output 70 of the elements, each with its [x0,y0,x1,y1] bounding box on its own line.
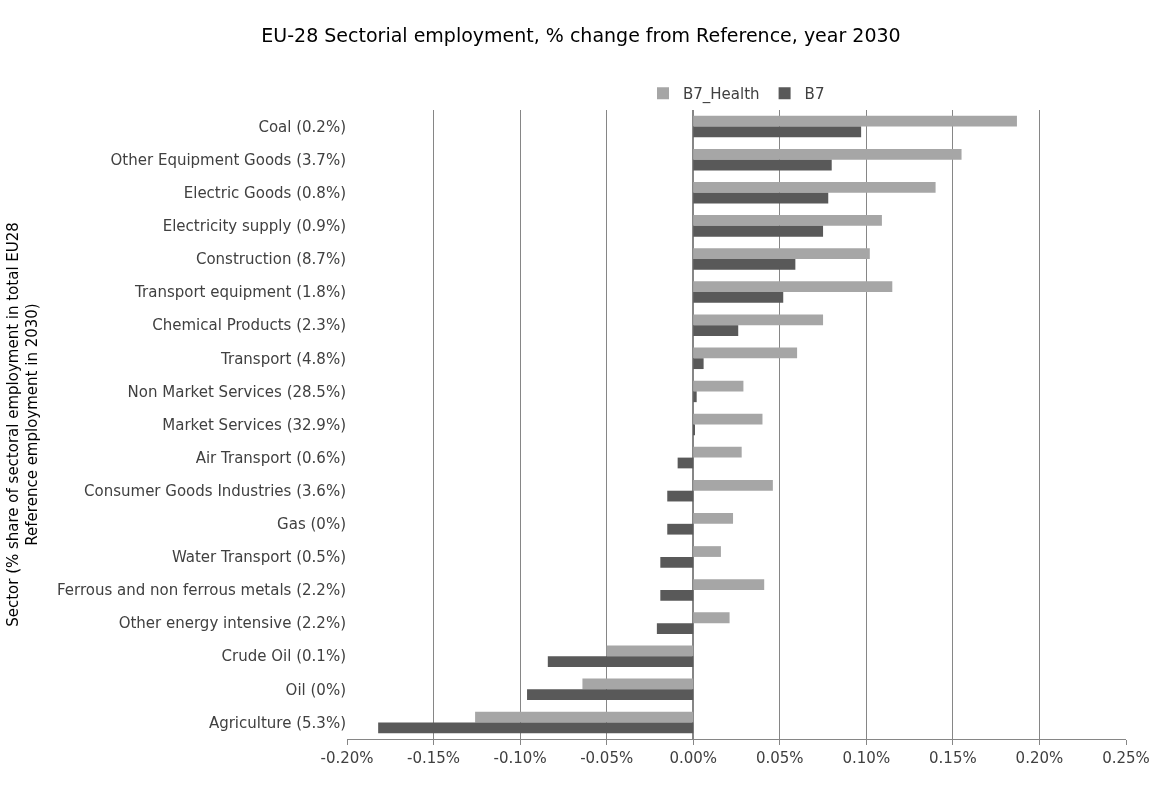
bar [693,292,784,303]
bar [660,556,694,568]
bar [378,722,694,734]
y-tick-label: Oil (0%) [285,680,346,699]
x-tick-label: -0.20% [320,749,374,767]
bar [606,645,694,657]
bar [693,513,734,524]
bar [693,192,829,204]
bar [693,579,765,591]
legend-label: B7 [804,85,825,104]
bar [693,314,824,326]
y-tick-label: Coal (0.2%) [258,117,346,136]
bar [693,248,870,259]
bar [693,391,697,403]
bar [693,413,763,425]
y-tick-label: Gas (0%) [277,515,346,534]
bar [693,126,862,138]
y-tick-label: Water Transport (0.5%) [171,548,346,567]
y-tick-label: Consumer Goods Industries (3.6%) [84,481,346,500]
bar [693,148,962,160]
bar [693,225,824,237]
bar [693,115,1017,127]
bar [693,325,739,336]
bar [693,546,721,557]
y-tick-label: Market Services (32.9%) [162,415,346,434]
bar [667,490,694,502]
y-tick-label: Transport equipment (1.8%) [134,283,346,302]
y-axis-title: Sector (% share of sectoral employment in total EU28 Reference employment in 2030) [3,222,42,627]
x-tick-label: 0.15% [929,749,977,767]
bar [693,258,796,270]
bar [656,623,694,634]
bar [693,380,744,392]
bar [693,182,936,193]
y-tick-label: Other energy intensive (2.2%) [118,614,346,633]
bar [693,159,832,171]
bar [677,457,694,469]
chart-title: EU-28 Sectorial employment, % change from Reference, year 2030 [261,23,901,46]
y-tick-label: Agriculture (5.3%) [208,713,346,732]
bar [693,215,882,226]
bar [693,358,704,370]
y-tick-label: Electricity supply (0.9%) [162,217,346,236]
legend-label: B7_Health [683,85,760,105]
y-tick-label: Electric Goods (0.8%) [183,184,346,203]
bar [693,281,893,293]
y-tick-label: Ferrous and non ferrous metals (2.2%) [57,581,346,600]
bar [582,678,694,690]
bar [667,523,694,535]
bar [660,590,694,601]
x-tick-label: 0.20% [1015,749,1064,767]
bar [693,479,773,491]
y-tick-label: Chemical Products (2.3%) [152,316,346,335]
x-tick-label: 0.10% [842,749,891,767]
bar [527,689,694,701]
y-tick-label: Transport (4.8%) [220,349,346,368]
y-tick-label: Other Equipment Goods (3.7%) [110,150,346,169]
y-tick-label: Crude Oil (0.1%) [221,647,346,666]
bar [693,347,798,359]
x-tick-label: -0.05% [580,749,634,767]
x-tick-label: 0.00% [669,749,718,767]
x-tick-label: -0.15% [407,749,461,767]
x-tick-label: 0.25% [1102,749,1150,767]
y-tick-label: Non Market Services (28.5%) [127,382,346,401]
bar [693,612,730,624]
y-tick-label: Construction (8.7%) [195,250,346,269]
x-tick-label: 0.05% [755,749,804,767]
y-tick-label: Air Transport (0.6%) [195,448,346,467]
bar [547,656,694,667]
bar [475,711,694,723]
x-tick-label: -0.10% [493,749,547,767]
bar [693,446,742,458]
